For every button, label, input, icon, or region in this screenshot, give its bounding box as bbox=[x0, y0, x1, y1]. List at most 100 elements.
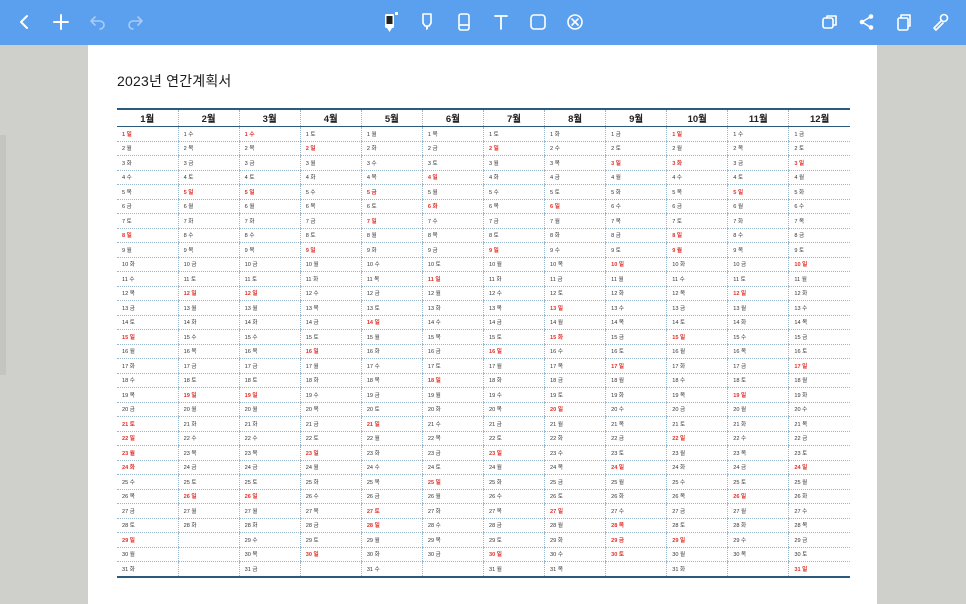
day-cell[interactable]: 30 목 bbox=[238, 547, 301, 562]
day-cell[interactable]: 22 일 bbox=[666, 431, 728, 446]
day-cell[interactable]: 21 월 bbox=[544, 416, 606, 432]
day-cell[interactable]: 6 월 bbox=[177, 199, 240, 214]
day-cell[interactable]: 13 수 bbox=[788, 300, 850, 316]
day-cell[interactable]: 15 토 bbox=[482, 329, 545, 345]
day-cell[interactable]: 8 금 bbox=[788, 228, 850, 243]
day-cell[interactable]: 13 토 bbox=[360, 300, 423, 316]
day-cell[interactable]: 18 수 bbox=[666, 373, 728, 388]
day-cell[interactable]: 15 수 bbox=[177, 329, 240, 345]
day-cell[interactable]: 8 토 bbox=[482, 228, 545, 243]
day-cell[interactable]: 19 수 bbox=[299, 387, 362, 403]
day-cell[interactable]: 8 수 bbox=[727, 228, 789, 243]
day-cell[interactable]: 30 토 bbox=[788, 547, 850, 562]
day-cell[interactable]: 10 금 bbox=[238, 257, 301, 272]
day-cell[interactable]: 24 토 bbox=[421, 460, 484, 475]
day-cell[interactable]: 15 금 bbox=[788, 329, 850, 345]
day-cell[interactable]: 5 일 bbox=[727, 184, 789, 200]
copy-icon[interactable] bbox=[890, 8, 918, 36]
day-cell[interactable]: 5 일 bbox=[238, 184, 301, 200]
day-cell[interactable]: 20 목 bbox=[482, 402, 545, 417]
day-cell[interactable]: 9 토 bbox=[788, 242, 850, 258]
day-cell[interactable]: 13 목 bbox=[482, 300, 545, 316]
day-cell[interactable]: 12 화 bbox=[605, 286, 667, 301]
day-cell[interactable]: 22 목 bbox=[421, 431, 484, 446]
day-cell[interactable]: 8 토 bbox=[299, 228, 362, 243]
day-cell[interactable]: 22 일 bbox=[117, 431, 179, 446]
day-cell[interactable]: 25 월 bbox=[605, 474, 667, 490]
day-cell[interactable]: 27 목 bbox=[299, 503, 362, 519]
day-cell[interactable]: 17 금 bbox=[727, 358, 789, 374]
day-cell[interactable]: 17 월 bbox=[299, 358, 362, 374]
day-cell[interactable]: 10 월 bbox=[482, 257, 545, 272]
day-cell[interactable]: 23 목 bbox=[727, 445, 789, 461]
day-cell[interactable]: 6 금 bbox=[117, 199, 179, 214]
day-cell[interactable]: 12 목 bbox=[117, 286, 179, 301]
day-cell[interactable]: 10 일 bbox=[605, 257, 667, 272]
day-cell[interactable]: 21 일 bbox=[360, 416, 423, 432]
day-cell[interactable]: 16 화 bbox=[360, 344, 423, 359]
day-cell[interactable]: 3 금 bbox=[177, 155, 240, 171]
day-cell[interactable]: 6 수 bbox=[788, 199, 850, 214]
day-cell[interactable]: 6 목 bbox=[482, 199, 545, 214]
day-cell[interactable]: 8 수 bbox=[238, 228, 301, 243]
day-cell[interactable]: 10 화 bbox=[666, 257, 728, 272]
day-cell[interactable]: 30 일 bbox=[482, 547, 545, 562]
day-cell[interactable]: 4 화 bbox=[299, 170, 362, 185]
day-cell[interactable]: 12 수 bbox=[299, 286, 362, 301]
day-cell[interactable]: 1 수 bbox=[177, 126, 240, 142]
day-cell[interactable]: 31 화 bbox=[666, 561, 728, 578]
day-cell[interactable]: 9 토 bbox=[605, 242, 667, 258]
day-cell[interactable]: 7 토 bbox=[666, 213, 728, 229]
day-cell[interactable]: 27 화 bbox=[421, 503, 484, 519]
day-cell[interactable]: 27 수 bbox=[788, 503, 850, 519]
day-cell[interactable]: 5 월 bbox=[421, 184, 484, 200]
day-cell[interactable]: 14 일 bbox=[360, 315, 423, 330]
day-cell[interactable]: 2 일 bbox=[482, 141, 545, 156]
day-cell[interactable]: 3 토 bbox=[421, 155, 484, 171]
day-cell[interactable]: 5 화 bbox=[605, 184, 667, 200]
day-cell[interactable]: 3 화 bbox=[666, 155, 728, 171]
day-cell[interactable]: 12 금 bbox=[360, 286, 423, 301]
day-cell[interactable]: 31 월 bbox=[482, 561, 545, 578]
day-cell[interactable]: 24 금 bbox=[238, 460, 301, 475]
day-cell[interactable]: 25 수 bbox=[666, 474, 728, 490]
day-cell[interactable]: 18 수 bbox=[117, 373, 179, 388]
day-cell[interactable]: 22 월 bbox=[360, 431, 423, 446]
day-cell[interactable]: 22 토 bbox=[299, 431, 362, 446]
day-cell[interactable]: 13 월 bbox=[177, 300, 240, 316]
day-cell[interactable] bbox=[605, 561, 667, 578]
day-cell[interactable]: 5 일 bbox=[177, 184, 240, 200]
day-cell[interactable]: 10 수 bbox=[360, 257, 423, 272]
day-cell[interactable]: 26 금 bbox=[360, 489, 423, 504]
day-cell[interactable]: 15 일 bbox=[117, 329, 179, 345]
day-cell[interactable]: 9 목 bbox=[727, 242, 789, 258]
day-cell[interactable]: 20 월 bbox=[727, 402, 789, 417]
day-cell[interactable]: 17 목 bbox=[544, 358, 606, 374]
day-cell[interactable]: 18 화 bbox=[299, 373, 362, 388]
day-cell[interactable]: 9 일 bbox=[299, 242, 362, 258]
day-cell[interactable]: 7 토 bbox=[117, 213, 179, 229]
day-cell[interactable]: 24 일 bbox=[788, 460, 850, 475]
day-cell[interactable]: 17 화 bbox=[117, 358, 179, 374]
day-cell[interactable]: 8 화 bbox=[544, 228, 606, 243]
day-cell[interactable]: 22 금 bbox=[788, 431, 850, 446]
day-cell[interactable]: 17 월 bbox=[482, 358, 545, 374]
day-cell[interactable]: 14 금 bbox=[482, 315, 545, 330]
day-cell[interactable]: 26 일 bbox=[238, 489, 301, 504]
day-cell[interactable]: 24 화 bbox=[117, 460, 179, 475]
day-cell[interactable]: 9 수 bbox=[544, 242, 606, 258]
day-cell[interactable]: 3 수 bbox=[360, 155, 423, 171]
day-cell[interactable] bbox=[177, 532, 240, 548]
day-cell[interactable]: 11 월 bbox=[788, 271, 850, 287]
day-cell[interactable]: 1 토 bbox=[482, 126, 545, 142]
day-cell[interactable]: 15 금 bbox=[605, 329, 667, 345]
day-cell[interactable]: 11 화 bbox=[482, 271, 545, 287]
day-cell[interactable]: 10 화 bbox=[117, 257, 179, 272]
day-cell[interactable]: 28 금 bbox=[482, 518, 545, 533]
day-cell[interactable]: 7 화 bbox=[238, 213, 301, 229]
day-cell[interactable]: 1 일 bbox=[117, 126, 179, 142]
day-cell[interactable]: 2 목 bbox=[727, 141, 789, 156]
day-cell[interactable]: 25 수 bbox=[117, 474, 179, 490]
day-cell[interactable]: 18 토 bbox=[238, 373, 301, 388]
day-cell[interactable]: 4 월 bbox=[788, 170, 850, 185]
